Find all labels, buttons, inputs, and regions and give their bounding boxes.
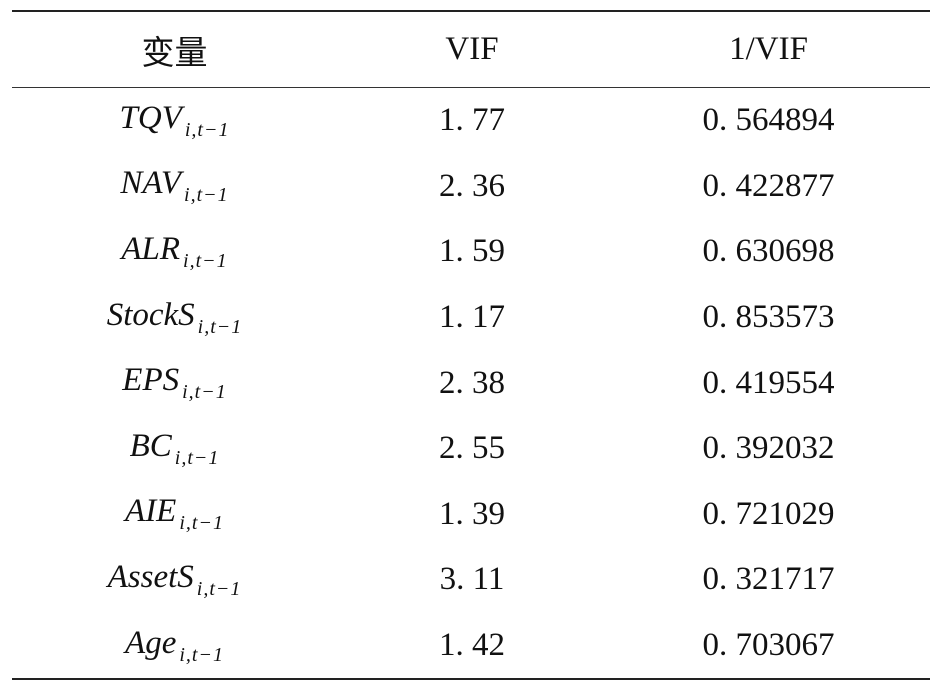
table-row: ALR i,t−1 1. 59 0. 630698 xyxy=(12,219,930,285)
variable-cell: AIE i,t−1 xyxy=(12,482,337,548)
variable-name: AssetS xyxy=(107,558,194,595)
value-cell: 0. 321717 xyxy=(702,561,835,598)
value-cell: 2. 55 xyxy=(439,430,505,467)
value-cell: 2. 38 xyxy=(439,364,505,401)
variable-subscript: i,t−1 xyxy=(179,643,224,666)
vif-table: 变量 VIF 1/VIF TQV i,t−1 1. 77 0. 564894 NAV i,… xyxy=(12,10,930,681)
variable-cell: StockS i,t−1 xyxy=(12,285,337,351)
value-cell: 1. 77 xyxy=(439,102,505,139)
variable-cell: AssetS i,t−1 xyxy=(12,547,337,613)
variable-name: StockS xyxy=(106,296,195,333)
variable-cell: ALR i,t−1 xyxy=(12,219,337,285)
variable-name: BC xyxy=(129,427,172,464)
value-cell: 1. 59 xyxy=(439,233,505,270)
header-cell: 1/VIF xyxy=(607,11,930,88)
header-cell: VIF xyxy=(337,11,607,88)
variable-name: NAV xyxy=(120,165,182,202)
table-row: EPS i,t−1 2. 38 0. 419554 xyxy=(12,350,930,416)
value-cell: 0. 703067 xyxy=(702,627,835,664)
variable-name: TQV xyxy=(119,99,182,136)
table-row: StockS i,t−1 1. 17 0. 853573 xyxy=(12,285,930,351)
variable-subscript: i,t−1 xyxy=(179,512,224,535)
value-cell: 0. 630698 xyxy=(702,233,835,270)
variable-cell: Age i,t−1 xyxy=(12,613,337,680)
variable-cell: NAV i,t−1 xyxy=(12,154,337,220)
table-row: TQV i,t−1 1. 77 0. 564894 xyxy=(12,88,930,154)
table-row: NAV i,t−1 2. 36 0. 422877 xyxy=(12,154,930,220)
variable-cell: BC i,t−1 xyxy=(12,416,337,482)
value-cell: 3. 11 xyxy=(439,561,505,598)
value-cell: 1. 42 xyxy=(439,627,505,664)
variable-subscript: i,t−1 xyxy=(184,118,230,141)
variable-name: Age xyxy=(125,624,177,661)
table-row: AssetS i,t−1 3. 11 0. 321717 xyxy=(12,547,930,613)
variable-subscript: i,t−1 xyxy=(197,315,243,338)
value-cell: 1. 39 xyxy=(439,495,505,532)
value-cell: 0. 721029 xyxy=(702,495,835,532)
table-body: TQV i,t−1 1. 77 0. 564894 NAV i,t−1 2. 36 0. 42… xyxy=(12,88,930,680)
value-cell: 0. 564894 xyxy=(702,102,835,139)
variable-name: ALR xyxy=(121,230,181,267)
header-row: 变量 VIF 1/VIF xyxy=(12,11,930,88)
variable-name: AIE xyxy=(125,493,177,530)
table-row: BC i,t−1 2. 55 0. 392032 xyxy=(12,416,930,482)
value-cell: 2. 36 xyxy=(439,167,505,204)
value-cell: 1. 17 xyxy=(439,299,505,336)
variable-subscript: i,t−1 xyxy=(183,249,228,272)
variable-subscript: i,t−1 xyxy=(174,446,220,469)
value-cell: 0. 419554 xyxy=(702,364,835,401)
variable-cell: EPS i,t−1 xyxy=(12,350,337,416)
table-row: Age i,t−1 1. 42 0. 703067 xyxy=(12,613,930,680)
variable-subscript: i,t−1 xyxy=(184,184,229,207)
variable-subscript: i,t−1 xyxy=(182,381,227,404)
variable-subscript: i,t−1 xyxy=(196,577,242,600)
value-cell: 0. 392032 xyxy=(702,430,835,467)
variable-cell: TQV i,t−1 xyxy=(12,88,337,154)
variable-name: EPS xyxy=(122,362,180,399)
header-cell: 变量 xyxy=(12,11,337,88)
table-row: AIE i,t−1 1. 39 0. 721029 xyxy=(12,482,930,548)
value-cell: 0. 853573 xyxy=(702,299,835,336)
value-cell: 0. 422877 xyxy=(702,167,835,204)
